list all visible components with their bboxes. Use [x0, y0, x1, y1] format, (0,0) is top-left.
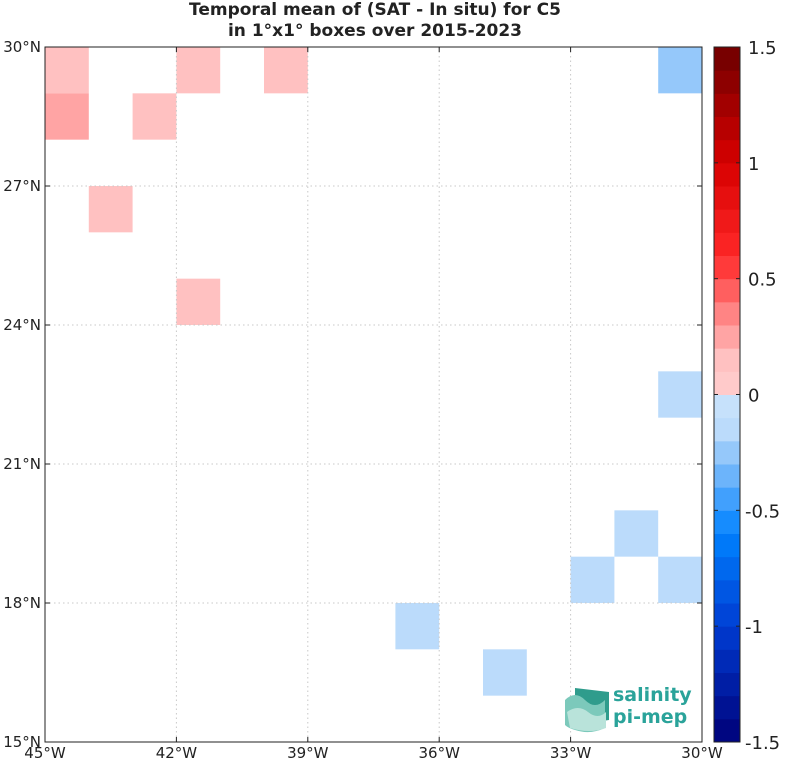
x-tick-label: 39°W	[287, 744, 329, 762]
colorbar-segment	[714, 348, 740, 372]
x-tick-label: 36°W	[418, 744, 460, 762]
heatmap-cells	[45, 47, 702, 696]
colorbar-segment	[714, 255, 740, 280]
plot-frame	[44, 46, 703, 743]
heatmap-cell	[658, 47, 702, 94]
heatmap-cell	[45, 47, 89, 94]
colorbar-segment	[714, 718, 740, 743]
colorbar-tick-label: 0.5	[748, 270, 777, 291]
colorbar: 1.5 1 0.5 0 -0.5 -1 -1.5	[713, 38, 780, 754]
colorbar-tick-label: -1.5	[745, 733, 780, 754]
colorbar-segment	[714, 533, 740, 558]
heatmap-cell	[658, 556, 702, 603]
colorbar-segment	[714, 556, 740, 581]
colorbar-segment	[714, 487, 740, 511]
colorbar-segment	[714, 579, 740, 604]
y-tick-label: 18°N	[3, 594, 41, 612]
x-tick-label: 45°W	[24, 744, 66, 762]
colorbar-segment	[714, 232, 740, 256]
colorbar-segment	[714, 278, 740, 303]
chart-title-line2: in 1°x1° boxes over 2015-2023	[227, 21, 523, 41]
logo-line2: pi-mep	[613, 706, 687, 728]
x-tick-label: 33°W	[550, 744, 592, 762]
colorbar-tick-label: -1	[745, 617, 763, 638]
colorbar-segment	[714, 301, 740, 326]
colorbar-segment	[714, 417, 740, 442]
colorbar-segment	[714, 93, 740, 117]
chart-title: Temporal mean of (SAT - In situ) for C5 …	[0, 0, 750, 42]
heatmap-cell	[395, 603, 440, 650]
heatmap-cell	[132, 93, 177, 140]
x-tick-label: 30°W	[681, 744, 723, 762]
chart-title-line1: Temporal mean of (SAT - In situ) for C5	[189, 0, 561, 20]
y-tick-label: 21°N	[3, 455, 41, 473]
logo-mark-icon	[565, 688, 609, 733]
grid-lines	[44, 46, 703, 743]
heatmap-cell	[264, 47, 308, 94]
colorbar-segment	[714, 626, 740, 650]
y-tick-label: 15°N	[3, 733, 41, 751]
colorbar-segment	[714, 116, 740, 141]
colorbar-segment	[714, 649, 740, 673]
colorbar-segment	[714, 209, 740, 233]
colorbar-segment	[714, 325, 740, 349]
x-tick-label: 42°W	[156, 744, 198, 762]
colorbar-segment	[714, 440, 740, 465]
axis-ticks: 45°W 42°W 39°W 36°W 33°W 30°W 15°N 18°N 21°N 24°N…	[3, 38, 723, 762]
colorbar-segment	[714, 162, 740, 187]
colorbar-segment	[714, 139, 740, 164]
colorbar-segment	[714, 394, 740, 419]
y-tick-label: 27°N	[3, 177, 41, 195]
colorbar-segment	[714, 672, 740, 697]
colorbar-tick-label: -0.5	[745, 501, 780, 522]
heatmap-cell	[88, 186, 133, 233]
logo-line1: salinity	[613, 684, 692, 706]
heatmap-cell	[176, 47, 221, 94]
colorbar-segment	[714, 510, 740, 534]
heatmap-cell	[45, 93, 89, 140]
y-tick-label: 24°N	[3, 316, 41, 334]
colorbar-segment	[714, 47, 740, 71]
colorbar-tick-label: 0	[748, 386, 759, 407]
salinity-pi-mep-logo: salinity pi-mep	[565, 684, 692, 733]
colorbar-segment	[714, 70, 740, 94]
heatmap-cell	[483, 649, 527, 696]
colorbar-segment	[714, 464, 740, 488]
heatmap-cell	[176, 278, 221, 325]
colorbar-segment	[714, 371, 740, 395]
colorbar-tick-label: 1.5	[748, 38, 777, 59]
colorbar-segment	[714, 186, 740, 210]
y-tick-label: 30°N	[3, 38, 41, 56]
colorbar-segment	[714, 695, 740, 720]
heatmap-cell	[570, 556, 615, 603]
heatmap-cell	[658, 371, 702, 418]
colorbar-tick-label: 1	[748, 154, 759, 175]
heatmap-cell	[614, 510, 659, 557]
colorbar-segment	[714, 603, 740, 627]
